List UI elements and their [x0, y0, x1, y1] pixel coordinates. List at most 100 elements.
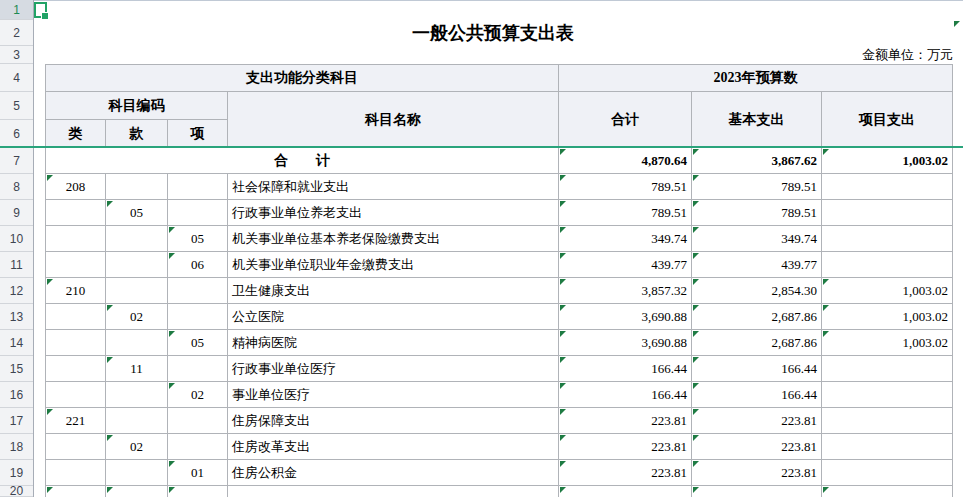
cell-r20-total[interactable]	[559, 486, 692, 497]
cell-r20-basic[interactable]	[692, 486, 822, 497]
cell-r8-basic[interactable]: 789.51	[692, 174, 822, 200]
cell-r8-total[interactable]: 789.51	[559, 174, 692, 200]
cell-r20-project[interactable]	[822, 486, 953, 497]
header-xiang[interactable]: 项	[168, 120, 228, 148]
cell-r15-basic[interactable]: 166.44	[692, 356, 822, 382]
cell-r10-lei[interactable]	[46, 226, 106, 252]
cell-r10-name[interactable]: 机关事业单位基本养老保险缴费支出	[228, 226, 559, 252]
cell-r13-project[interactable]: 1,003.02	[822, 304, 953, 330]
cell-r10-xiang[interactable]: 05	[168, 226, 228, 252]
cell-r17-project[interactable]	[822, 408, 953, 434]
row-header-9[interactable]: 9	[0, 200, 33, 226]
fill-handle[interactable]	[41, 12, 49, 20]
row-header-13[interactable]: 13	[0, 304, 33, 330]
cell-r19-name[interactable]: 住房公积金	[228, 460, 559, 486]
cell-r15-name[interactable]: 行政事业单位医疗	[228, 356, 559, 382]
cell-r12-total[interactable]: 3,857.32	[559, 278, 692, 304]
cell-r18-xiang[interactable]	[168, 434, 228, 460]
cell-r15-kuan[interactable]: 11	[106, 356, 168, 382]
header-project-expenditure[interactable]: 项目支出	[822, 92, 953, 148]
row-header-20[interactable]: 20	[0, 486, 33, 497]
cell-r17-total[interactable]: 223.81	[559, 408, 692, 434]
row-header-5[interactable]: 5	[0, 92, 33, 120]
cell-r20-lei[interactable]	[46, 486, 106, 497]
cell-r18-total[interactable]: 223.81	[559, 434, 692, 460]
cell-r11-name[interactable]: 机关事业单位职业年金缴费支出	[228, 252, 559, 278]
cell-r9-basic[interactable]: 789.51	[692, 200, 822, 226]
cell-r16-basic[interactable]: 166.44	[692, 382, 822, 408]
row-header-3[interactable]: 3	[0, 46, 33, 64]
cell-r17-name[interactable]: 住房保障支出	[228, 408, 559, 434]
row-header-17[interactable]: 17	[0, 408, 33, 434]
cell-r7-total[interactable]: 4,870.64	[559, 148, 692, 174]
cell-r10-basic[interactable]: 349.74	[692, 226, 822, 252]
header-kuan[interactable]: 款	[106, 120, 168, 148]
cell-r10-kuan[interactable]	[106, 226, 168, 252]
cell-r7-basic[interactable]: 3,867.62	[692, 148, 822, 174]
row-header-1[interactable]: 1	[0, 0, 33, 20]
cell-r14-xiang[interactable]: 05	[168, 330, 228, 356]
unit-note[interactable]: 金额单位：万元	[653, 46, 953, 64]
cell-r18-kuan[interactable]: 02	[106, 434, 168, 460]
cell-r17-lei[interactable]: 221	[46, 408, 106, 434]
cell-r11-project[interactable]	[822, 252, 953, 278]
cell-r17-kuan[interactable]	[106, 408, 168, 434]
cell-r17-basic[interactable]: 223.81	[692, 408, 822, 434]
cell-r9-kuan[interactable]: 05	[106, 200, 168, 226]
row-header-8[interactable]: 8	[0, 174, 33, 200]
cell-r8-project[interactable]	[822, 174, 953, 200]
cell-r18-lei[interactable]	[46, 434, 106, 460]
cell-r8-xiang[interactable]	[168, 174, 228, 200]
header-subject-name[interactable]: 科目名称	[228, 92, 559, 148]
cell-r14-kuan[interactable]	[106, 330, 168, 356]
cell-r8-kuan[interactable]	[106, 174, 168, 200]
header-lei[interactable]: 类	[46, 120, 106, 148]
cell-r9-xiang[interactable]	[168, 200, 228, 226]
cell-r15-lei[interactable]	[46, 356, 106, 382]
cell-r12-project[interactable]: 1,003.02	[822, 278, 953, 304]
cell-r9-name[interactable]: 行政事业单位养老支出	[228, 200, 559, 226]
row-header-11[interactable]: 11	[0, 252, 33, 278]
cell-r18-name[interactable]: 住房改革支出	[228, 434, 559, 460]
cell-r10-total[interactable]: 349.74	[559, 226, 692, 252]
header-2023-budget[interactable]: 2023年预算数	[559, 65, 953, 92]
cell-r11-basic[interactable]: 439.77	[692, 252, 822, 278]
cell-r12-xiang[interactable]	[168, 278, 228, 304]
cell-r18-basic[interactable]: 223.81	[692, 434, 822, 460]
cell-r9-lei[interactable]	[46, 200, 106, 226]
cell-r12-kuan[interactable]	[106, 278, 168, 304]
cell-r14-total[interactable]: 3,690.88	[559, 330, 692, 356]
cell-r7-merged[interactable]: 合 计	[46, 148, 559, 174]
sheet-title[interactable]: 一般公共预算支出表	[33, 20, 953, 46]
cell-r19-xiang[interactable]: 01	[168, 460, 228, 486]
header-basic-expenditure[interactable]: 基本支出	[692, 92, 822, 148]
row-header-4[interactable]: 4	[0, 64, 33, 92]
cell-r11-xiang[interactable]: 06	[168, 252, 228, 278]
row-header-2[interactable]: 2	[0, 20, 33, 46]
cell-r14-name[interactable]: 精神病医院	[228, 330, 559, 356]
row-header-18[interactable]: 18	[0, 434, 33, 460]
cell-r14-lei[interactable]	[46, 330, 106, 356]
cell-r12-name[interactable]: 卫生健康支出	[228, 278, 559, 304]
cell-r13-basic[interactable]: 2,687.86	[692, 304, 822, 330]
row-header-16[interactable]: 16	[0, 382, 33, 408]
cell-r20-kuan[interactable]	[106, 486, 168, 497]
cell-r19-basic[interactable]: 223.81	[692, 460, 822, 486]
row-header-15[interactable]: 15	[0, 356, 33, 382]
cell-r18-project[interactable]	[822, 434, 953, 460]
row-header-7[interactable]: 7	[0, 148, 33, 174]
cell-r20-xiang[interactable]	[168, 486, 228, 497]
cell-r19-project[interactable]	[822, 460, 953, 486]
cell-r16-lei[interactable]	[46, 382, 106, 408]
cell-r12-basic[interactable]: 2,854.30	[692, 278, 822, 304]
cell-r11-total[interactable]: 439.77	[559, 252, 692, 278]
cell-r9-total[interactable]: 789.51	[559, 200, 692, 226]
cell-r15-xiang[interactable]	[168, 356, 228, 382]
row-header-12[interactable]: 12	[0, 278, 33, 304]
header-total[interactable]: 合计	[559, 92, 692, 148]
cell-r16-project[interactable]	[822, 382, 953, 408]
header-func-classification[interactable]: 支出功能分类科目	[46, 65, 559, 92]
cell-r11-kuan[interactable]	[106, 252, 168, 278]
cell-r20-name[interactable]	[228, 486, 559, 497]
cell-r14-basic[interactable]: 2,687.86	[692, 330, 822, 356]
